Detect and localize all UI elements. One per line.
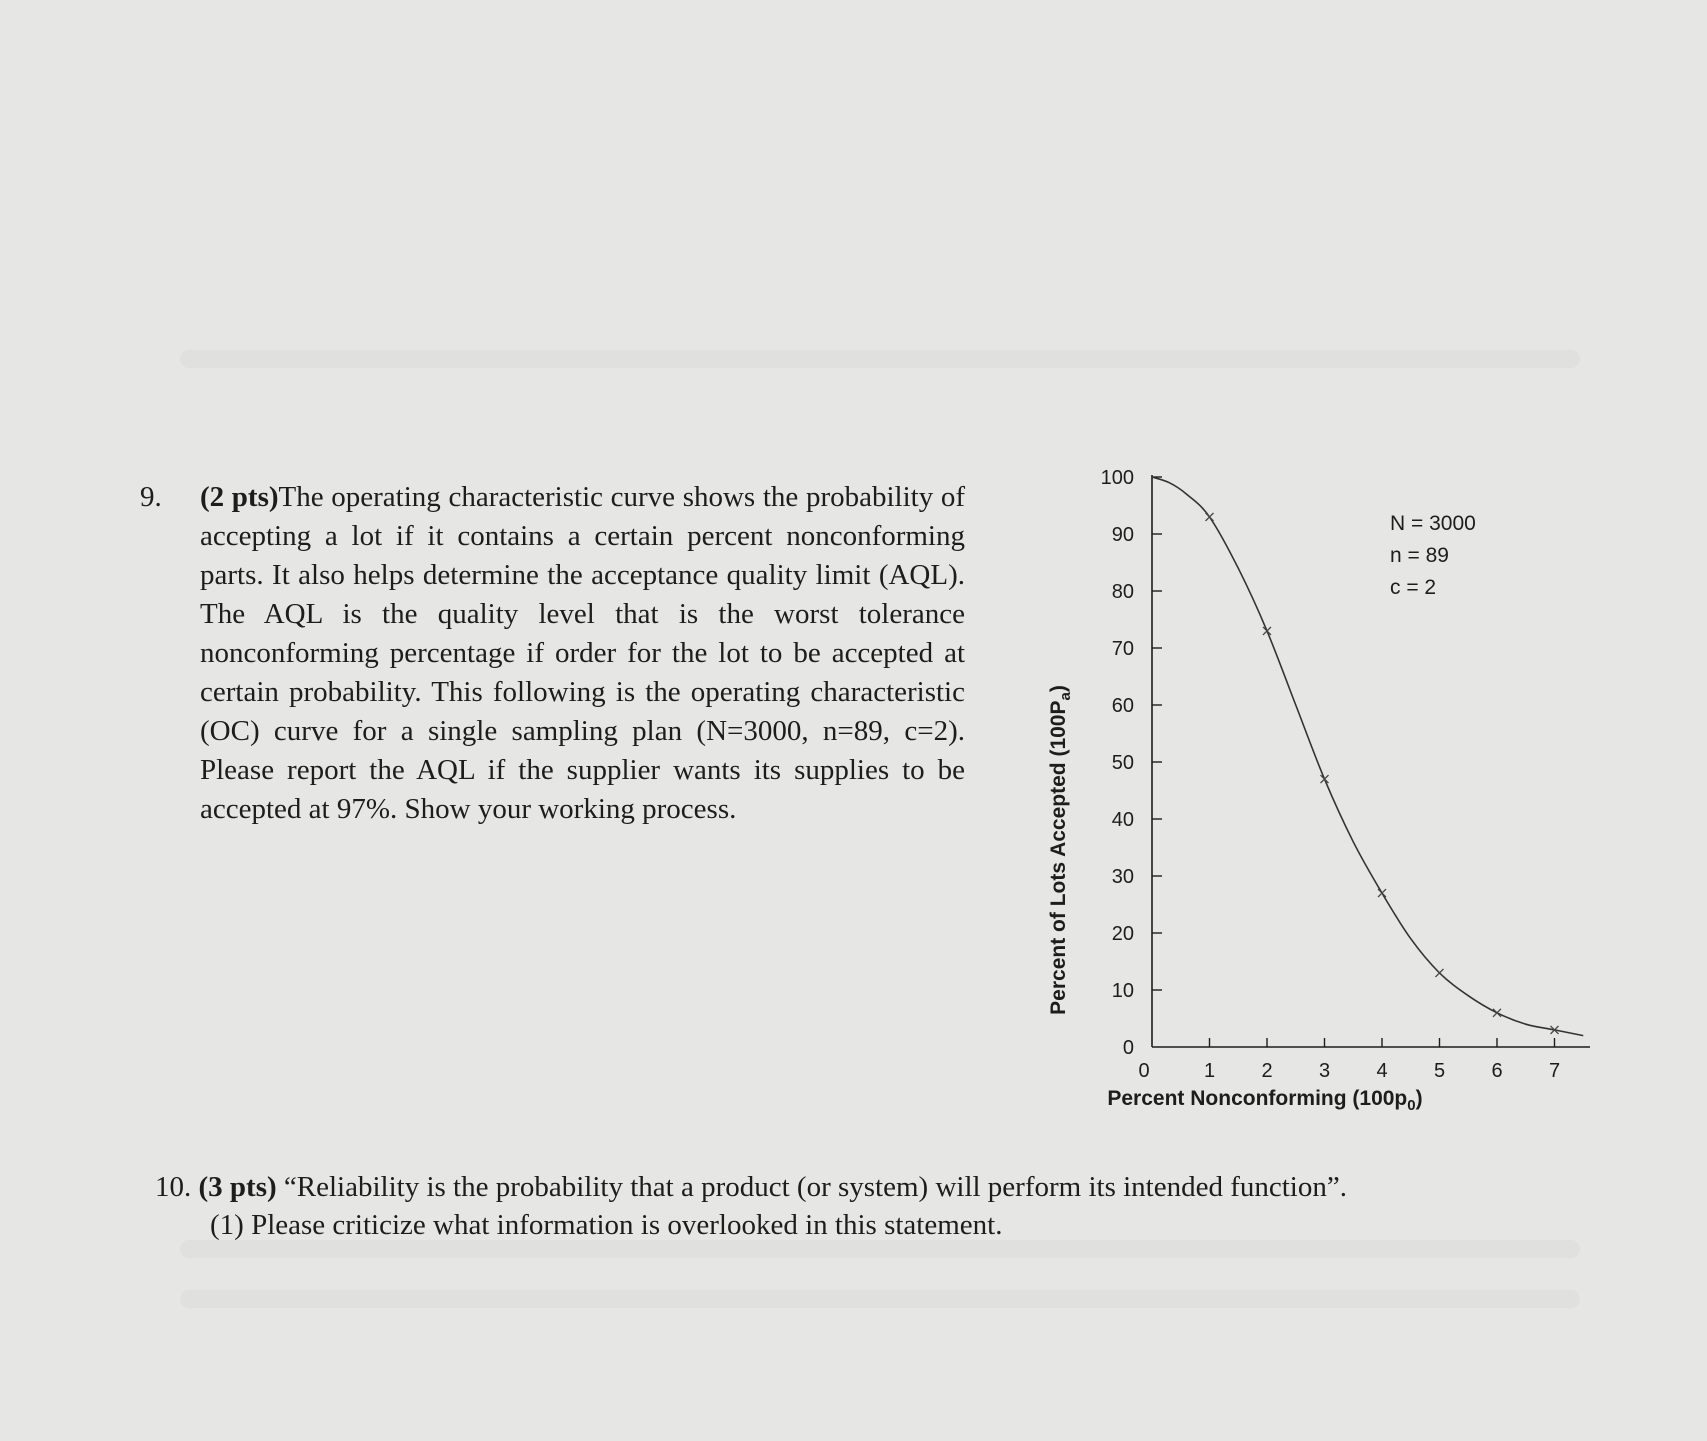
question-text: The operating characteristic curve shows… [200, 481, 966, 825]
question-number: 9. [140, 481, 162, 513]
data-point-marker [1205, 512, 1214, 522]
x-axis-label-close: ) [1416, 1087, 1423, 1110]
question-10-line-1: 10. (3 pts) “Reliability is the probabil… [155, 1168, 1555, 1206]
chart-ticks: 0 10 20 30 40 50 60 70 80 90 100 0 1 2 3 4 5 6 7 [1101, 467, 1560, 1082]
data-point-marker [1377, 888, 1387, 898]
plan-annotation: c = 2 [1390, 576, 1436, 599]
question-10: 10. (3 pts) “Reliability is the probabil… [155, 1168, 1555, 1244]
y-axis-label: Percent of Lots Accepted (100Pa) [1047, 685, 1074, 1015]
x-tick-label: 1 [1204, 1060, 1215, 1082]
question-body: (2 pts)The operating characteristic curv… [200, 478, 965, 829]
y-tick-label: 80 [1112, 581, 1134, 603]
chart-svg: 0 10 20 30 40 50 60 70 80 90 100 0 1 2 3 4 5 6 7 Percent o… [1047, 467, 1590, 1114]
question-9: 9. (2 pts)The operating characteristic c… [140, 478, 980, 829]
plan-annotation: n = 89 [1390, 544, 1449, 567]
chart-markers [1205, 512, 1559, 1035]
faint-bleed-through-line [180, 1290, 1580, 1308]
y-tick-label: 90 [1112, 524, 1134, 546]
chart-curve [1151, 476, 1584, 1037]
oc-curve-line [1151, 476, 1584, 1037]
y-tick-label: 70 [1112, 638, 1134, 660]
y-tick-label: 10 [1112, 980, 1134, 1002]
question-points: (3 pts) [198, 1171, 277, 1203]
data-point-marker [1320, 774, 1329, 784]
x-tick-label: 5 [1434, 1060, 1445, 1082]
y-tick-label: 30 [1112, 866, 1134, 888]
data-point-marker [1550, 1025, 1559, 1035]
y-tick-label: 0 [1123, 1037, 1134, 1059]
x-axis-label-main: Percent Nonconforming (100p [1107, 1087, 1407, 1110]
x-tick-label: 6 [1491, 1060, 1502, 1082]
x-tick-label: 2 [1261, 1060, 1272, 1082]
x-tick-label: 4 [1376, 1060, 1387, 1082]
y-axis-label-close: ) [1047, 685, 1070, 692]
x-tick-label: 7 [1549, 1060, 1560, 1082]
question-points: (2 pts) [200, 481, 279, 513]
x-axis-label-sub: 0 [1407, 1097, 1415, 1114]
question-10-subpart-1: (1) Please criticize what information is… [210, 1209, 1003, 1241]
y-tick-label: 60 [1112, 695, 1134, 717]
y-tick-label: 100 [1101, 467, 1134, 489]
data-point-marker [1262, 626, 1272, 636]
y-tick-label: 20 [1112, 923, 1134, 945]
oc-curve-chart: 0 10 20 30 40 50 60 70 80 90 100 0 1 2 3 4 5 6 7 Percent o… [1030, 450, 1630, 1135]
x-tick-label: 0 [1138, 1060, 1149, 1082]
y-axis-label-sub: a [1057, 692, 1074, 701]
y-axis-label-main: Percent of Lots Accepted (100P [1047, 701, 1070, 1015]
data-point-marker [1492, 1008, 1502, 1018]
data-point-marker [1435, 968, 1444, 978]
plan-annotation: N = 3000 [1390, 512, 1476, 535]
question-text: “Reliability is the probability that a p… [283, 1171, 1347, 1203]
chart-axes [1151, 475, 1590, 1048]
question-number: 10. [155, 1171, 192, 1203]
chart-annotations: N = 3000 n = 89 c = 2 [1390, 512, 1476, 599]
y-tick-label: 50 [1112, 752, 1134, 774]
y-tick-label: 40 [1112, 809, 1134, 831]
x-axis-label: Percent Nonconforming (100p0) [1107, 1087, 1422, 1114]
x-tick-label: 3 [1319, 1060, 1330, 1082]
faint-bleed-through-line [180, 350, 1580, 368]
